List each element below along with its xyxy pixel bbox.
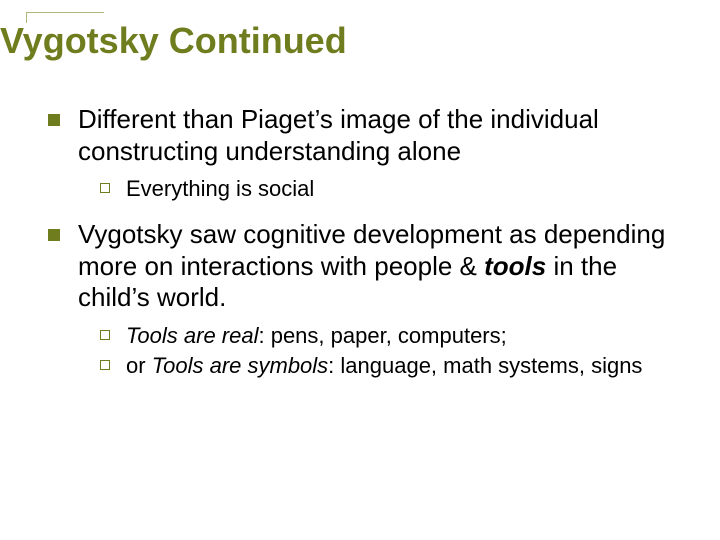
text-run: Tools are symbols (152, 353, 328, 378)
bullet-level-1: Vygotsky saw cognitive development as de… (48, 219, 692, 314)
hollow-square-bullet-icon (100, 183, 110, 193)
slide: Vygotsky Continued Different than Piaget… (0, 0, 720, 540)
hollow-square-bullet-icon (100, 330, 110, 340)
bullet-level-2: Tools are real: pens, paper, computers; (100, 322, 692, 350)
square-bullet-icon (48, 229, 60, 241)
sub-bullet-text: or Tools are symbols: language, math sys… (126, 352, 642, 380)
text-run: Everything is social (126, 176, 314, 201)
hollow-square-bullet-icon (100, 360, 110, 370)
text-run: or (126, 353, 152, 378)
text-run: : language, math systems, signs (328, 353, 642, 378)
text-run: Different than Piaget’s image of the ind… (78, 104, 599, 166)
accent-line (26, 12, 104, 13)
sub-bullet-text: Tools are real: pens, paper, computers; (126, 322, 507, 350)
slide-title: Vygotsky Continued (0, 20, 347, 62)
sub-bullet-text: Everything is social (126, 175, 314, 203)
sub-bullet-group: Tools are real: pens, paper, computers;o… (100, 322, 692, 379)
text-run: tools (484, 251, 546, 281)
sub-bullet-group: Everything is social (100, 175, 692, 203)
bullet-level-2: or Tools are symbols: language, math sys… (100, 352, 692, 380)
square-bullet-icon (48, 114, 60, 126)
bullet-level-2: Everything is social (100, 175, 692, 203)
text-run: Tools are real (126, 323, 258, 348)
slide-body: Different than Piaget’s image of the ind… (48, 104, 692, 395)
text-run: : pens, paper, computers; (258, 323, 506, 348)
bullet-text: Different than Piaget’s image of the ind… (78, 104, 692, 167)
bullet-text: Vygotsky saw cognitive development as de… (78, 219, 692, 314)
bullet-level-1: Different than Piaget’s image of the ind… (48, 104, 692, 167)
